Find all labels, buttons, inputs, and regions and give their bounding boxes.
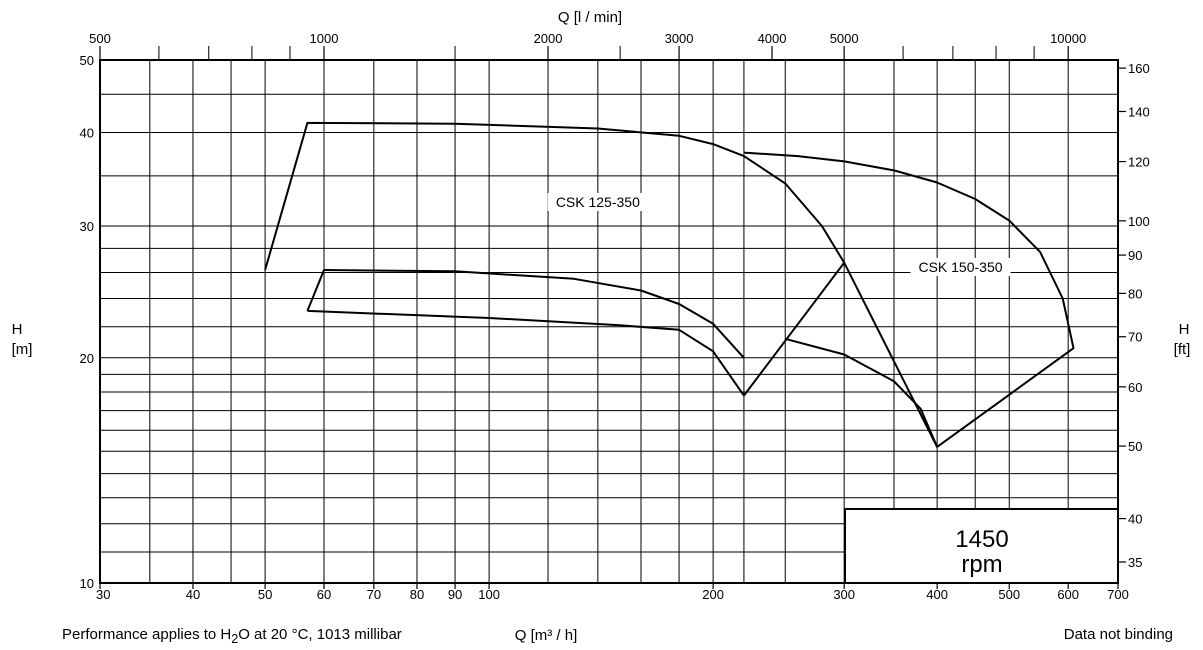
x-tick-label: 500 (998, 587, 1020, 602)
y-axis-title-unit: [m] (12, 341, 33, 358)
series-2-label: CSK 150-350 (918, 259, 1002, 275)
y-right-tick-label: 40 (1128, 512, 1142, 527)
x-tick-label: 100 (478, 587, 500, 602)
y-tick-label: 10 (80, 576, 94, 591)
x-tick-label: 600 (1057, 587, 1079, 602)
x-tick-label: 400 (926, 587, 948, 602)
y-axis-title-h: H (12, 321, 23, 338)
y-right-tick-label: 90 (1128, 248, 1142, 263)
series-1-bottom-curve (307, 311, 744, 396)
y-tick-label: 40 (80, 126, 94, 141)
y-right-tick-label: 70 (1128, 330, 1142, 345)
top-axis-title: Q [l / min] (558, 9, 622, 26)
x-tick-label: 90 (448, 587, 462, 602)
y-right-axis-title-unit: [ft] (1174, 341, 1191, 358)
footer-disclaimer: Data not binding (1064, 626, 1173, 643)
series-2-outer (744, 153, 1074, 447)
series-labels: CSK 125-350 CSK 150-350 (548, 193, 1011, 276)
x-tick-label: 300 (833, 587, 855, 602)
y-right-tick-label: 50 (1128, 439, 1142, 454)
x-tick-label: 200 (702, 587, 724, 602)
top-tick-label: 1000 (310, 31, 339, 46)
x-tick-label: 700 (1107, 587, 1129, 602)
series-1-label: CSK 125-350 (556, 194, 640, 210)
top-tick-label: 2000 (534, 31, 563, 46)
series-1-outer (265, 123, 844, 396)
y-right-tick-label: 80 (1128, 286, 1142, 301)
x-tick-label: 60 (317, 587, 331, 602)
y-tick-label: 20 (80, 351, 94, 366)
footer-note-post: O at 20 °C, 1013 millibar (238, 626, 402, 643)
bottom-axis-ticks: 30 40 50 60 70 80 90 100 200 300 400 500 600 700 (96, 583, 1129, 602)
y-tick-label: 50 (80, 53, 94, 68)
y-right-tick-label: 60 (1128, 380, 1142, 395)
x-tick-label: 30 (96, 587, 110, 602)
x-tick-label: 40 (186, 587, 200, 602)
y-right-tick-label: 100 (1128, 214, 1150, 229)
top-axis-ticks: 500 1000 2000 3000 4000 5000 10000 (89, 31, 1086, 60)
curves (265, 123, 1073, 447)
y-right-axis-title-h: H (1179, 321, 1190, 338)
top-tick-label: 3000 (665, 31, 694, 46)
y-right-tick-label: 140 (1128, 104, 1150, 119)
rpm-value: 1450 (955, 526, 1008, 553)
x-tick-label: 50 (258, 587, 272, 602)
y-right-tick-label: 35 (1128, 555, 1142, 570)
right-axis-ticks: 35 40 50 60 70 80 90 100 120 140 160 (1118, 61, 1150, 570)
x-tick-label: 80 (410, 587, 424, 602)
y-tick-label: 30 (80, 219, 94, 234)
top-tick-label: 5000 (830, 31, 859, 46)
series-1-left-edge (307, 270, 324, 311)
x-tick-label: 70 (367, 587, 381, 602)
rpm-unit: rpm (961, 551, 1002, 578)
gridlines (100, 60, 1118, 583)
top-tick-label: 500 (89, 31, 111, 46)
left-axis-ticks: 10 20 30 40 50 (80, 53, 94, 591)
bottom-axis-title: Q [m³ / h] (515, 627, 578, 644)
plot-frame (100, 60, 1118, 583)
y-right-tick-label: 120 (1128, 155, 1150, 170)
footer-note: Performance applies to H2O at 20 °C, 101… (62, 626, 402, 646)
top-tick-label: 10000 (1050, 31, 1086, 46)
footer-note-pre: Performance applies to H (62, 626, 231, 643)
top-tick-label: 4000 (758, 31, 787, 46)
y-right-tick-label: 160 (1128, 61, 1150, 76)
